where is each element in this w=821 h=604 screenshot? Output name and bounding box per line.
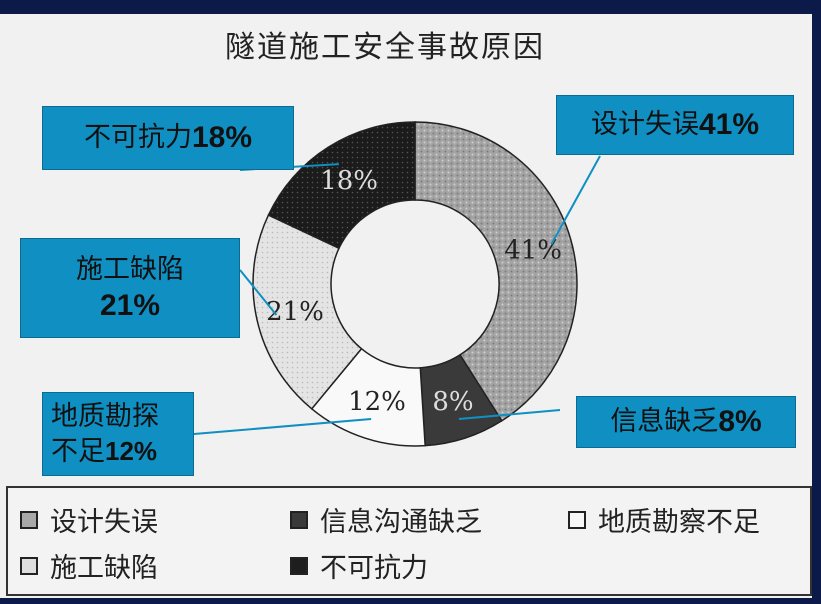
leader-line-construction-defect [239, 269, 278, 316]
legend-swatch-geology-survey [568, 510, 586, 529]
legend-label-geology-survey: 地质勘察不足 [598, 507, 760, 538]
legend-swatch-info-lack [290, 510, 308, 529]
callout-construction-defect: 施工缺陷 21% [20, 238, 240, 338]
legend-label-info-lack: 信息沟通缺乏 [320, 507, 482, 538]
leader-line-geology-survey [193, 418, 372, 435]
leader-line-design-error [550, 155, 601, 245]
top-frame-band [0, 0, 821, 14]
callout-geology-survey-value: 12% [105, 435, 158, 466]
legend-label-force-majeure: 不可抗力 [320, 553, 428, 584]
legend-label-design-error: 设计失误 [50, 507, 158, 538]
chart-legend: 设计失误 信息沟通缺乏 地质勘察不足 施工缺陷 不可抗力 [6, 486, 812, 596]
callout-info-lack: 信息缺乏 8% [576, 396, 796, 448]
callout-design-error: 设计失误 41% [556, 95, 794, 155]
callout-info-lack-name: 信息缺乏 [610, 406, 719, 437]
slice-label-geology-survey: 12% [348, 387, 406, 417]
bottom-frame-band [0, 598, 821, 604]
callout-force-majeure-value: 18% [191, 121, 253, 154]
legend-swatch-construction-defect [20, 556, 38, 575]
legend-swatch-design-error [20, 510, 38, 529]
leader-line-info-lack [458, 409, 561, 421]
right-frame-band [812, 0, 821, 604]
legend-label-construction-defect: 施工缺陷 [50, 553, 158, 584]
callout-geology-survey-name: 地质勘探 不足12% [51, 400, 159, 467]
callout-geology-survey: 地质勘探 不足12% [42, 392, 194, 476]
donut-slice-design-error [414, 121, 578, 422]
legend-item-geology-survey: 地质勘察不足 [568, 500, 760, 539]
legend-swatch-force-majeure [290, 556, 308, 575]
legend-item-design-error: 设计失误 [20, 500, 158, 539]
legend-item-force-majeure: 不可抗力 [290, 546, 428, 585]
slice-label-info-lack: 8% [432, 387, 473, 417]
callout-design-error-name: 设计失误 [590, 109, 699, 140]
callout-force-majeure: 不可抗力 18% [42, 106, 294, 170]
callout-info-lack-value: 8% [718, 405, 762, 438]
callout-construction-defect-name: 施工缺陷 [76, 254, 184, 285]
legend-item-info-lack: 信息沟通缺乏 [290, 500, 482, 539]
legend-item-construction-defect: 施工缺陷 [20, 546, 158, 585]
donut-slice-force-majeure [267, 121, 416, 250]
callout-design-error-value: 41% [698, 108, 760, 141]
donut-slice-construction-defect [252, 214, 363, 410]
callout-force-majeure-name: 不可抗力 [83, 122, 192, 153]
slice-label-construction-defect: 21% [266, 297, 324, 327]
callout-construction-defect-value: 21% [99, 289, 161, 322]
chart-title: 隧道施工安全事故原因 [225, 30, 545, 65]
slice-label-force-majeure: 18% [320, 166, 378, 196]
